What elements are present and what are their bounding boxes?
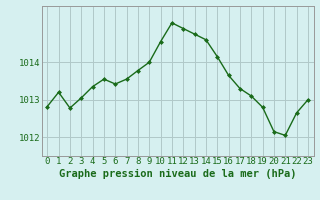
X-axis label: Graphe pression niveau de la mer (hPa): Graphe pression niveau de la mer (hPa): [59, 169, 296, 179]
